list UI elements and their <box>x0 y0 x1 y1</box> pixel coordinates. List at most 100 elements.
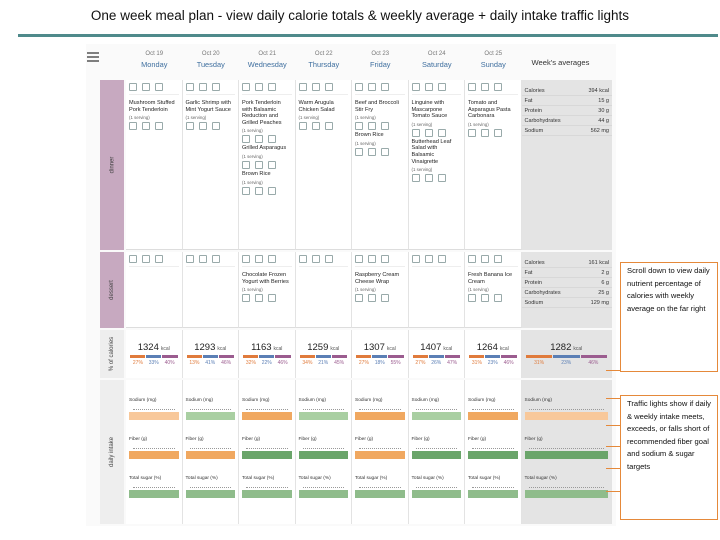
action-icon[interactable] <box>311 122 320 131</box>
action-icon[interactable] <box>324 122 333 131</box>
add-icon[interactable] <box>368 255 376 263</box>
action-icon[interactable] <box>494 294 502 303</box>
action-icon[interactable] <box>255 294 263 303</box>
day-name[interactable]: Wednesday <box>247 60 287 69</box>
add-icon[interactable] <box>211 83 220 91</box>
action-icon[interactable] <box>355 147 363 156</box>
action-icon[interactable] <box>268 186 276 195</box>
add-icon[interactable] <box>324 83 333 91</box>
add-icon[interactable] <box>268 255 276 263</box>
action-icon[interactable] <box>255 160 263 169</box>
action-icon[interactable] <box>424 174 433 183</box>
add-icon[interactable] <box>355 83 363 91</box>
add-icon[interactable] <box>129 255 137 263</box>
action-icon[interactable] <box>242 135 250 144</box>
add-row <box>242 83 292 95</box>
add-icon[interactable] <box>185 255 194 263</box>
action-icon[interactable] <box>355 294 363 303</box>
add-icon[interactable] <box>324 255 333 263</box>
action-icon[interactable] <box>242 186 250 195</box>
add-icon[interactable] <box>411 83 420 91</box>
action-icon[interactable] <box>268 294 276 303</box>
add-icon[interactable] <box>437 255 446 263</box>
add-icon[interactable] <box>424 83 433 91</box>
add-icon[interactable] <box>481 83 489 91</box>
add-icon[interactable] <box>298 255 307 263</box>
add-icon[interactable] <box>437 83 446 91</box>
add-icon[interactable] <box>198 255 207 263</box>
action-icon[interactable] <box>468 294 476 303</box>
add-icon[interactable] <box>242 83 250 91</box>
calorie-total: 1324 kcal <box>130 342 178 353</box>
add-icon[interactable] <box>311 83 320 91</box>
day-name[interactable]: Saturday <box>421 60 452 69</box>
action-icon[interactable] <box>381 294 389 303</box>
add-icon[interactable] <box>381 83 389 91</box>
add-row <box>298 255 348 267</box>
action-icon[interactable] <box>468 128 476 137</box>
divider <box>18 34 718 37</box>
action-icon[interactable] <box>437 174 446 183</box>
add-icon[interactable] <box>468 83 476 91</box>
action-icon[interactable] <box>381 147 389 156</box>
action-icon[interactable] <box>268 135 276 144</box>
add-icon[interactable] <box>411 255 420 263</box>
action-icon[interactable] <box>268 160 276 169</box>
action-icon[interactable] <box>368 294 376 303</box>
action-icon[interactable] <box>198 122 207 131</box>
add-icon[interactable] <box>424 255 433 263</box>
action-icon[interactable] <box>411 128 420 137</box>
add-icon[interactable] <box>198 83 207 91</box>
add-icon[interactable] <box>268 83 276 91</box>
day-name[interactable]: Sunday <box>480 60 506 69</box>
action-icon[interactable] <box>424 128 433 137</box>
add-icon[interactable] <box>255 255 263 263</box>
day-name[interactable]: Friday <box>369 60 391 69</box>
day-name[interactable]: Tuesday <box>196 60 225 69</box>
add-icon[interactable] <box>355 255 363 263</box>
add-icon[interactable] <box>142 255 150 263</box>
traffic-light <box>411 412 461 420</box>
action-icon[interactable] <box>481 294 489 303</box>
action-icon[interactable] <box>437 128 446 137</box>
action-icon[interactable] <box>242 294 250 303</box>
day-name[interactable]: Thursday <box>308 60 340 69</box>
action-icon[interactable] <box>255 186 263 195</box>
action-icon[interactable] <box>255 135 263 144</box>
intake-label: Fiber (g) <box>185 437 204 442</box>
add-icon[interactable] <box>211 255 220 263</box>
action-icon[interactable] <box>242 160 250 169</box>
add-icon[interactable] <box>481 255 489 263</box>
add-icon[interactable] <box>155 255 163 263</box>
action-icon[interactable] <box>411 174 420 183</box>
add-icon[interactable] <box>311 255 320 263</box>
action-icon[interactable] <box>298 122 307 131</box>
add-icon[interactable] <box>494 83 502 91</box>
add-icon[interactable] <box>468 255 476 263</box>
add-icon[interactable] <box>242 255 250 263</box>
action-icon[interactable] <box>481 128 489 137</box>
menu-icon[interactable] <box>86 50 100 64</box>
action-icon[interactable] <box>355 122 363 131</box>
add-icon[interactable] <box>381 255 389 263</box>
action-icon[interactable] <box>211 122 220 131</box>
day-name[interactable]: Monday <box>141 60 168 69</box>
average-row: Fat 15 g <box>521 96 612 106</box>
action-icon[interactable] <box>155 122 163 131</box>
action-icon[interactable] <box>142 122 150 131</box>
add-icon[interactable] <box>129 83 137 91</box>
action-icon[interactable] <box>494 128 502 137</box>
action-icon[interactable] <box>185 122 194 131</box>
add-icon[interactable] <box>142 83 150 91</box>
add-icon[interactable] <box>185 83 194 91</box>
add-icon[interactable] <box>255 83 263 91</box>
action-icon[interactable] <box>368 147 376 156</box>
action-icon[interactable] <box>129 122 137 131</box>
macro-pct: 47% <box>447 360 458 366</box>
action-icon[interactable] <box>368 122 376 131</box>
add-icon[interactable] <box>155 83 163 91</box>
add-icon[interactable] <box>494 255 502 263</box>
add-icon[interactable] <box>368 83 376 91</box>
add-icon[interactable] <box>298 83 307 91</box>
action-icon[interactable] <box>381 122 389 131</box>
